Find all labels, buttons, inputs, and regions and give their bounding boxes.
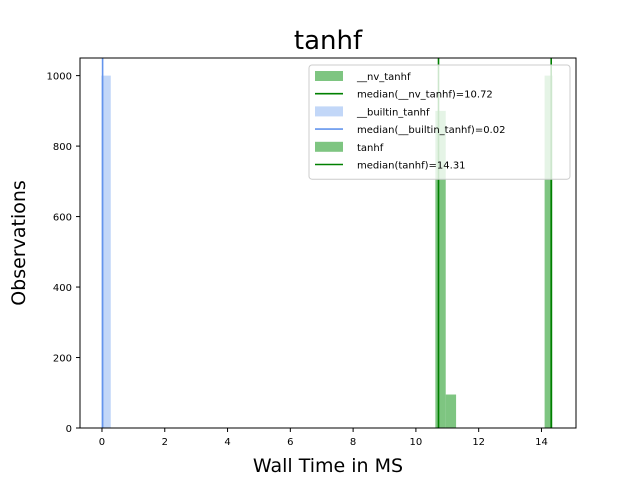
legend: __nv_tanhf median(__nv_tanhf)=10.72 __buil… [308,64,571,180]
y-tick-label: 200 [53,354,72,365]
x-tick-label: 4 [224,437,230,448]
chart-title: tanhf [294,26,363,56]
legend-label: median(tanhf)=14.31 [357,161,466,172]
histogram-bar [435,110,446,428]
x-tick-label: 12 [472,437,485,448]
y-axis-label: Observations [8,180,30,306]
y-tick-label: 0 [66,424,72,435]
plot-frame [79,57,577,429]
x-tick-label: 0 [99,437,105,448]
y-tick-label: 600 [53,213,72,224]
x-tick-label: 2 [162,437,168,448]
x-tick-label: 8 [350,437,356,448]
x-axis-label: Wall Time in MS [253,455,403,477]
y-tick-label: 1000 [47,72,72,83]
x-tick-label: 10 [410,437,423,448]
histogram-bar [445,394,457,428]
ticks-layer: 0 2 4 6 8 10 12 14 0 200 400 600 800 1000 [47,72,548,448]
histogram-bar [101,75,111,428]
histogram-bar [544,75,553,428]
x-tick-label: 6 [287,437,293,448]
x-tick-label: 14 [535,437,548,448]
legend-label: median(__nv_tanhf)=10.72 [357,90,493,101]
legend-label: __builtin_tanhf [356,107,430,118]
bars-layer [101,75,553,428]
axes-layer [79,57,577,429]
legend-label: tanhf [357,143,384,154]
legend-label: __nv_tanhf [356,72,411,83]
y-tick-label: 800 [53,142,72,153]
legend-swatch [315,141,343,152]
legend-label: median(__builtin_tanhf)=0.02 [357,125,505,136]
y-tick-label: 400 [53,283,72,294]
legend-swatch [315,106,343,117]
legend-box [308,64,571,180]
legend-swatch [315,71,343,81]
